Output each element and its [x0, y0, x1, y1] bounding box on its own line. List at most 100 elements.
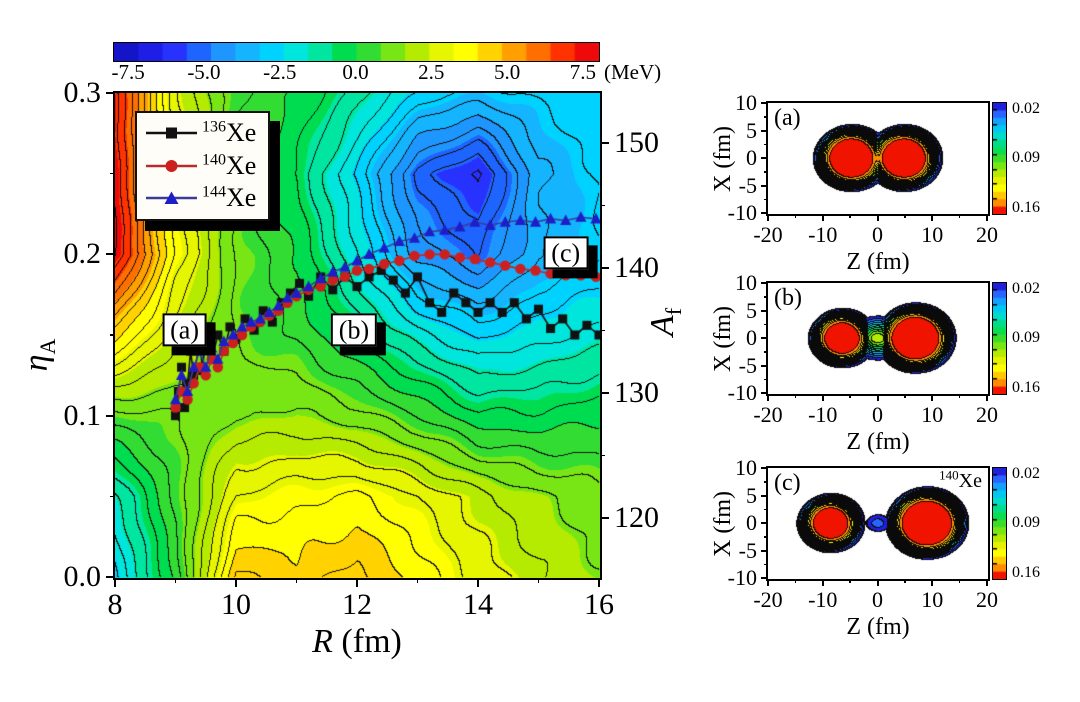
panel-x-minor-tick [849, 214, 851, 218]
panel-x-major-tick [821, 394, 824, 401]
panel-letter: (b) [774, 285, 802, 311]
panel-y-minor-tick [764, 536, 768, 538]
y-right-major-tick [600, 267, 609, 269]
panel-y-major-tick [761, 467, 768, 469]
panel-y-major-tick [761, 364, 768, 367]
panel-y-tick-label: 5 [746, 297, 757, 323]
density-contour-canvas [766, 281, 990, 396]
panel-y-axis-label: X (fm) [710, 490, 736, 557]
legend-row: 144Xe [145, 184, 256, 213]
annotation-label: (b) [330, 313, 378, 347]
colorbar-tick-label: 5.0 [493, 60, 521, 84]
panel-x-major-tick [876, 579, 879, 586]
panel-y-major-tick [761, 212, 768, 214]
x-major-tick [598, 578, 600, 587]
panel-y-tick-label: 0 [746, 145, 757, 170]
panel-x-minor-tick [794, 579, 797, 583]
panel-colorbar [992, 467, 1007, 580]
panel-colorbar-tick-label: 0.09 [1012, 148, 1040, 166]
panel-y-minor-tick [764, 323, 768, 325]
x-minor-tick [416, 578, 419, 583]
panel-x-tick-label: -10 [808, 587, 838, 612]
panel-y-tick-label: -5 [738, 352, 757, 378]
panel-x-major-tick [931, 394, 934, 401]
y-left-minor-tick [110, 495, 115, 498]
legend-marker-circle-icon [146, 159, 197, 172]
x-tick-label: 10 [221, 588, 251, 621]
panel-y-major-tick [761, 494, 768, 497]
panel-x-tick-label: -20 [753, 402, 783, 427]
y-left-axis-label: ηA [18, 338, 60, 372]
panel-y-major-tick [761, 102, 768, 104]
panel-y-minor-tick [764, 198, 768, 200]
panel-nuclide-label: 140Xe [939, 467, 982, 492]
annotation-label: (a) [162, 313, 207, 347]
legend-row: 140Xe [145, 150, 257, 181]
panel-x-minor-tick [904, 579, 906, 583]
x-tick-label: 8 [107, 588, 123, 621]
panel-x-major-tick [821, 214, 824, 221]
panel-x-tick-label: 10 [921, 587, 944, 612]
x-major-tick [235, 578, 237, 587]
y-left-minor-tick [110, 172, 115, 175]
colorbar-unit-label: (MeV) [604, 60, 662, 84]
panel-x-major-tick [767, 214, 769, 221]
panel-y-tick-label: 10 [735, 90, 757, 115]
panel-colorbar-tick-label: 0.02 [1012, 465, 1040, 482]
x-minor-tick [174, 578, 177, 583]
panel-x-major-tick [986, 579, 988, 586]
panel-y-minor-tick [764, 296, 768, 298]
y-left-minor-tick [110, 334, 115, 336]
panel-y-axis-label: X (fm) [710, 305, 736, 372]
panel-x-tick-label: 0 [872, 222, 883, 247]
density-contour-canvas [766, 101, 990, 216]
y-left-major-tick [106, 576, 115, 578]
y-left-tick-label: 0.0 [63, 560, 102, 593]
panel-x-minor-tick [904, 214, 906, 218]
y-right-major-tick [600, 517, 609, 519]
panel-y-minor-tick [764, 351, 768, 353]
legend: 136Xe 140Xe 144Xe [135, 111, 271, 221]
main-colorbar [113, 42, 600, 62]
panel-y-tick-label: 0 [746, 325, 757, 350]
panel-y-major-tick [761, 157, 768, 159]
panel-colorbar-tick-label: 0.09 [1012, 513, 1040, 531]
y-right-minor-tick [600, 454, 605, 457]
panel-colorbar-tick-label: 0.02 [1012, 280, 1040, 297]
y-right-minor-tick [600, 204, 605, 207]
panel-letter: (a) [774, 105, 801, 131]
panel-x-tick-label: -20 [753, 587, 783, 612]
panel-y-tick-label: -5 [738, 172, 757, 198]
legend-series-label: 144Xe [202, 183, 257, 213]
colorbar-tick-label: -2.5 [263, 60, 297, 84]
colorbar-tick-label: 7.5 [569, 60, 596, 84]
x-tick-label: 12 [342, 588, 372, 621]
panel-y-tick-label: -10 [727, 200, 757, 225]
panel-x-minor-tick [849, 394, 851, 398]
panel-x-major-tick [767, 579, 769, 586]
x-major-tick [477, 578, 479, 587]
panel-x-tick-label: 0 [872, 402, 883, 427]
panel-x-tick-label: 20 [976, 587, 998, 612]
annotation-label: (c) [543, 236, 589, 270]
y-left-tick-label: 0.3 [63, 76, 102, 109]
panel-x-axis-label: Z (fm) [846, 249, 910, 275]
legend-marker-triangle-icon [146, 191, 197, 205]
panel-x-tick-label: 20 [976, 222, 998, 247]
panel-x-major-tick [931, 214, 934, 221]
x-tick-label: 16 [584, 588, 614, 621]
y-left-major-tick [106, 414, 115, 417]
panel-x-minor-tick [794, 214, 797, 218]
panel-y-tick-label: 10 [735, 455, 757, 480]
panel-x-tick-label: -10 [808, 222, 838, 247]
x-axis-label: R (fm) [312, 623, 402, 660]
panel-y-minor-tick [764, 171, 768, 173]
panel-x-tick-label: 20 [976, 402, 998, 427]
panel-x-axis-label: Z (fm) [846, 429, 910, 455]
panel-letter: (c) [774, 470, 801, 496]
panel-x-major-tick [821, 579, 824, 586]
y-right-tick-label: 150 [614, 126, 659, 159]
panel-colorbar [992, 282, 1007, 395]
legend-series-label: 140Xe [202, 150, 257, 180]
panel-x-minor-tick [958, 394, 961, 398]
